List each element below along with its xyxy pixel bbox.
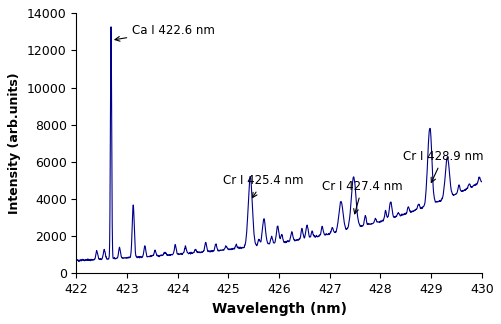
X-axis label: Wavelength (nm): Wavelength (nm) (211, 302, 346, 316)
Text: Ca I 422.6 nm: Ca I 422.6 nm (115, 24, 214, 41)
Text: Cr I 428.9 nm: Cr I 428.9 nm (402, 150, 483, 182)
Y-axis label: Intensity (arb.units): Intensity (arb.units) (9, 73, 21, 214)
Text: Cr I 427.4 nm: Cr I 427.4 nm (322, 179, 402, 214)
Text: Cr I 425.4 nm: Cr I 425.4 nm (223, 174, 303, 198)
